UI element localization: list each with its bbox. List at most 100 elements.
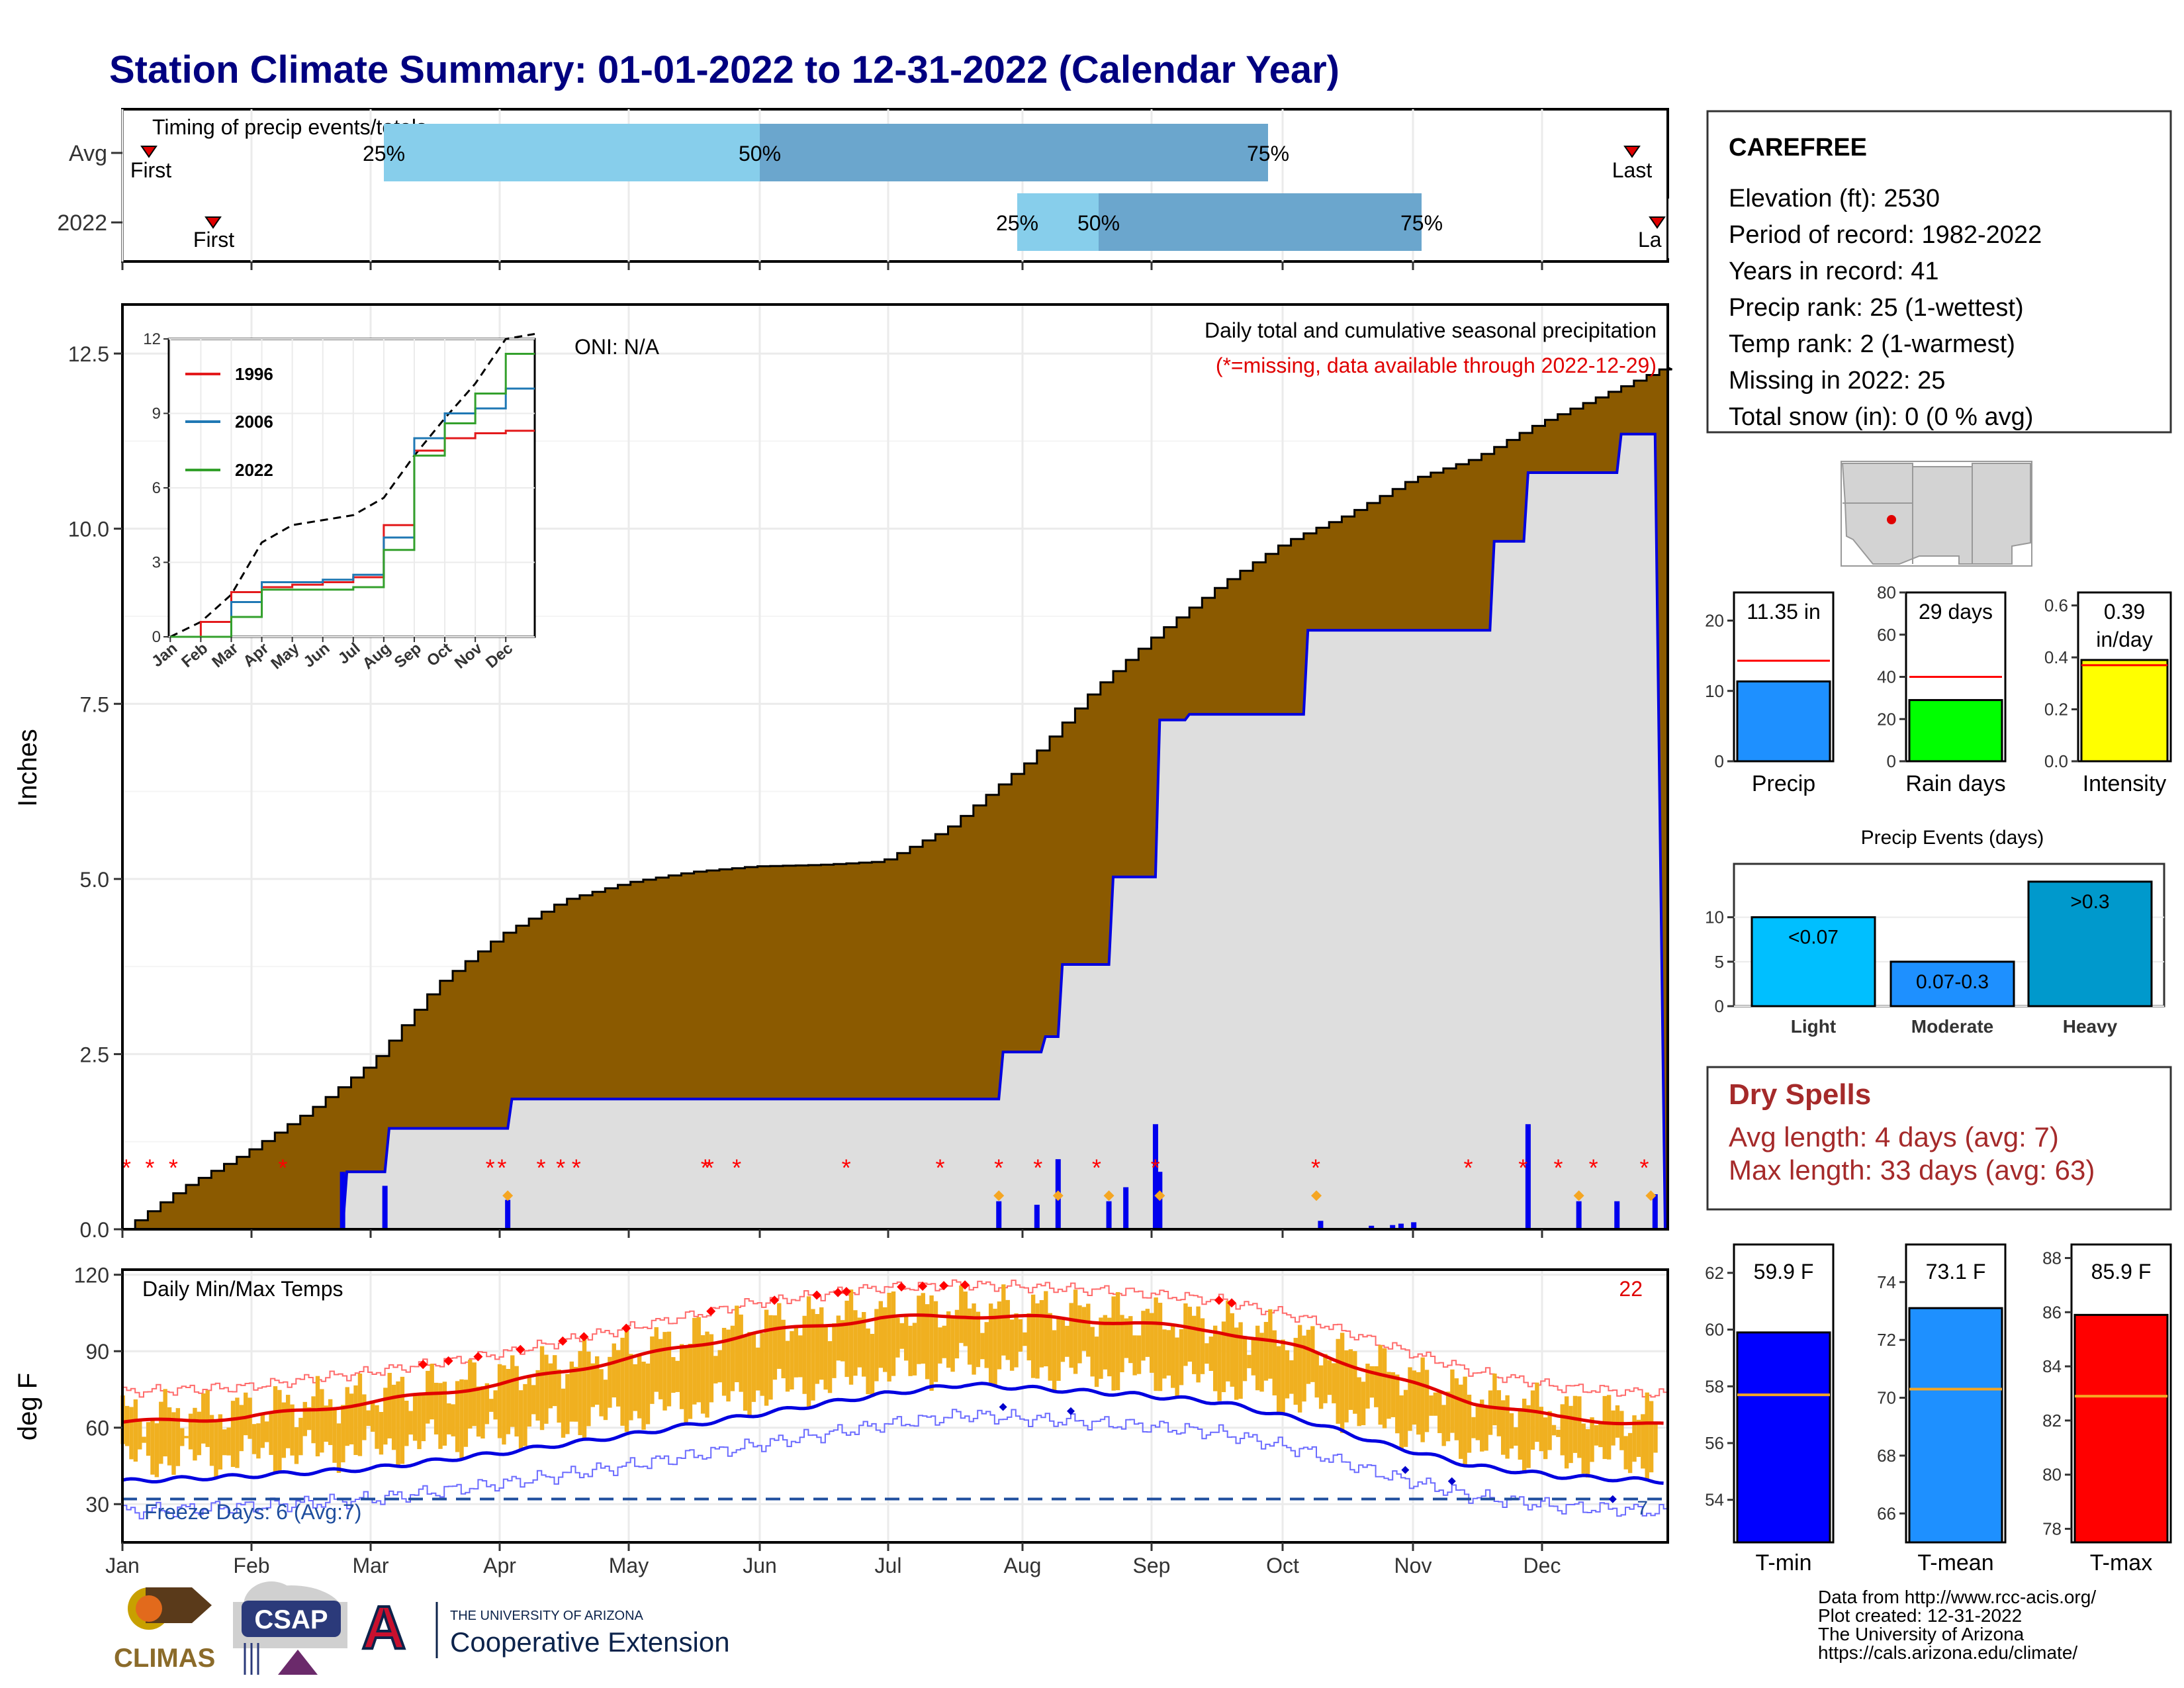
daily-temp-range-bar [256, 1423, 261, 1459]
daily-temp-range-bar [1179, 1329, 1184, 1385]
record-low-marker [999, 1403, 1007, 1411]
daily-temp-range-bar [1327, 1360, 1332, 1395]
daily-temp-range-bar [1539, 1407, 1543, 1452]
daily-temp-range-bar [433, 1382, 439, 1434]
missing-day-marker: * [1589, 1154, 1598, 1182]
precip-event-marker [1103, 1190, 1115, 1201]
daily-temp-range-bar [557, 1369, 561, 1423]
daily-temp-range-bar [306, 1407, 312, 1430]
temp-bar-tick: 60 [1705, 1320, 1724, 1340]
map-states [1841, 463, 2031, 565]
daily-temp-range-bar [1094, 1336, 1099, 1387]
locator-map [1841, 461, 2032, 567]
mini-bar-label: Intensity [2083, 771, 2167, 796]
daily-temp-range-bar [455, 1381, 460, 1452]
daily-temp-range-bar [721, 1327, 727, 1396]
temp-y-axis-label: deg F [13, 1373, 42, 1440]
missing-day-marker: * [705, 1154, 714, 1182]
page-title: Station Climate Summary: 01-01-2022 to 1… [109, 48, 1340, 91]
daily-temp-range-bar [1255, 1325, 1260, 1391]
daily-temp-range-bar [993, 1309, 997, 1386]
daily-temp-range-bar [518, 1390, 523, 1450]
dry-max-length: Max length: 33 days (avg: 63) [1729, 1154, 2095, 1186]
missing-day-marker: * [169, 1154, 178, 1182]
daily-temp-range-bar [1480, 1399, 1484, 1452]
daily-temp-range-bar [942, 1325, 946, 1358]
daily-temp-range-bar [328, 1399, 333, 1445]
daily-temp-range-bar [984, 1322, 989, 1368]
month-tick-apr: Apr [483, 1554, 516, 1577]
daily-temp-range-bar [650, 1336, 655, 1404]
daily-temp-range-bar [1323, 1354, 1328, 1403]
daily-temp-range-bar [726, 1329, 731, 1402]
mini-bar-label: Precip [1752, 771, 1815, 796]
mini-bar-tick: 0.6 [2044, 596, 2068, 616]
daily-temp-range-bar [1039, 1299, 1044, 1368]
daily-temp-range-bar [150, 1418, 155, 1475]
daily-temp-range-bar [891, 1291, 896, 1376]
daily-temp-range-bar [832, 1323, 837, 1378]
daily-temp-range-bar [1590, 1417, 1594, 1462]
daily-temp-range-bar [1035, 1303, 1040, 1379]
daily-temp-range-bar [938, 1327, 942, 1364]
daily-temp-range-bar [912, 1323, 917, 1376]
daily-temp-range-bar [1251, 1339, 1255, 1376]
missing-day-marker: * [1553, 1154, 1563, 1182]
daily-temp-range-bar [527, 1376, 532, 1427]
daily-temp-range-bar [273, 1386, 278, 1473]
mini-bar-tick: 40 [1877, 667, 1896, 687]
daily-temp-range-bar [1636, 1419, 1641, 1457]
daily-temp-range-bar [574, 1366, 578, 1422]
temp-bar-tick: 68 [1877, 1446, 1896, 1466]
daily-temp-range-bar [311, 1396, 316, 1444]
daily-temp-range-bar [1615, 1405, 1620, 1438]
daily-temp-range-bar [1009, 1319, 1015, 1371]
daily-precip-bar [1652, 1194, 1658, 1229]
inset-y-tick: 0 [152, 628, 161, 646]
daily-temp-range-bar [972, 1303, 976, 1375]
dry-avg-length: Avg length: 4 days (avg: 7) [1729, 1121, 2059, 1152]
record-high-marker [621, 1323, 631, 1333]
daily-temp-range-bar [1234, 1327, 1239, 1400]
record-high-marker [418, 1360, 428, 1370]
daily-temp-range-bar [1107, 1317, 1112, 1377]
daily-temp-range-bar [1399, 1395, 1404, 1450]
daily-temp-range-bar [1459, 1384, 1463, 1459]
daily-temp-range-bar [785, 1340, 790, 1392]
events-tick: 5 [1715, 952, 1724, 972]
temp-bar-tick: 58 [1705, 1376, 1724, 1396]
daily-temp-range-bar [1569, 1405, 1573, 1464]
mini-bar-rain-days [1908, 699, 2003, 763]
daily-temp-range-bar [908, 1325, 913, 1376]
inset-average-line [169, 333, 535, 638]
temp-bar-value: 73.1 F [1926, 1260, 1986, 1284]
daily-temp-range-bar [1526, 1405, 1531, 1468]
record-high-marker [1227, 1298, 1237, 1308]
daily-temp-range-bar [235, 1397, 240, 1468]
avg-min-line [122, 1382, 1664, 1485]
daily-temp-range-bar [1344, 1350, 1349, 1423]
daily-temp-range-bar [1060, 1319, 1066, 1362]
daily-temp-range-bar [1501, 1400, 1506, 1455]
daily-temp-range-bar [1627, 1432, 1633, 1474]
daily-temp-range-bar [193, 1407, 197, 1461]
daily-temp-range-bar [1577, 1396, 1582, 1458]
daily-temp-range-bar [281, 1402, 286, 1458]
precip-y-tick: 2.5 [80, 1043, 109, 1066]
temp-bar-tick: 78 [2042, 1519, 2062, 1539]
daily-temp-range-bar [214, 1419, 218, 1478]
daily-temp-range-bar [1623, 1436, 1628, 1470]
month-tick-jun: Jun [743, 1554, 777, 1577]
daily-temp-range-bar [1361, 1382, 1366, 1425]
missing-day-marker: * [537, 1154, 546, 1182]
daily-temp-range-bar [1365, 1364, 1370, 1409]
missing-day-marker: * [278, 1154, 287, 1182]
daily-temp-range-bar [277, 1389, 282, 1474]
daily-precip-bar [1614, 1201, 1620, 1229]
missing-day-marker: * [556, 1154, 565, 1182]
daily-temp-range-bar [1619, 1411, 1624, 1450]
daily-temp-range-bar [514, 1366, 519, 1437]
daily-temp-range-bar [387, 1372, 392, 1438]
daily-temp-range-bar [853, 1310, 858, 1376]
daily-temp-range-bar [298, 1417, 303, 1456]
